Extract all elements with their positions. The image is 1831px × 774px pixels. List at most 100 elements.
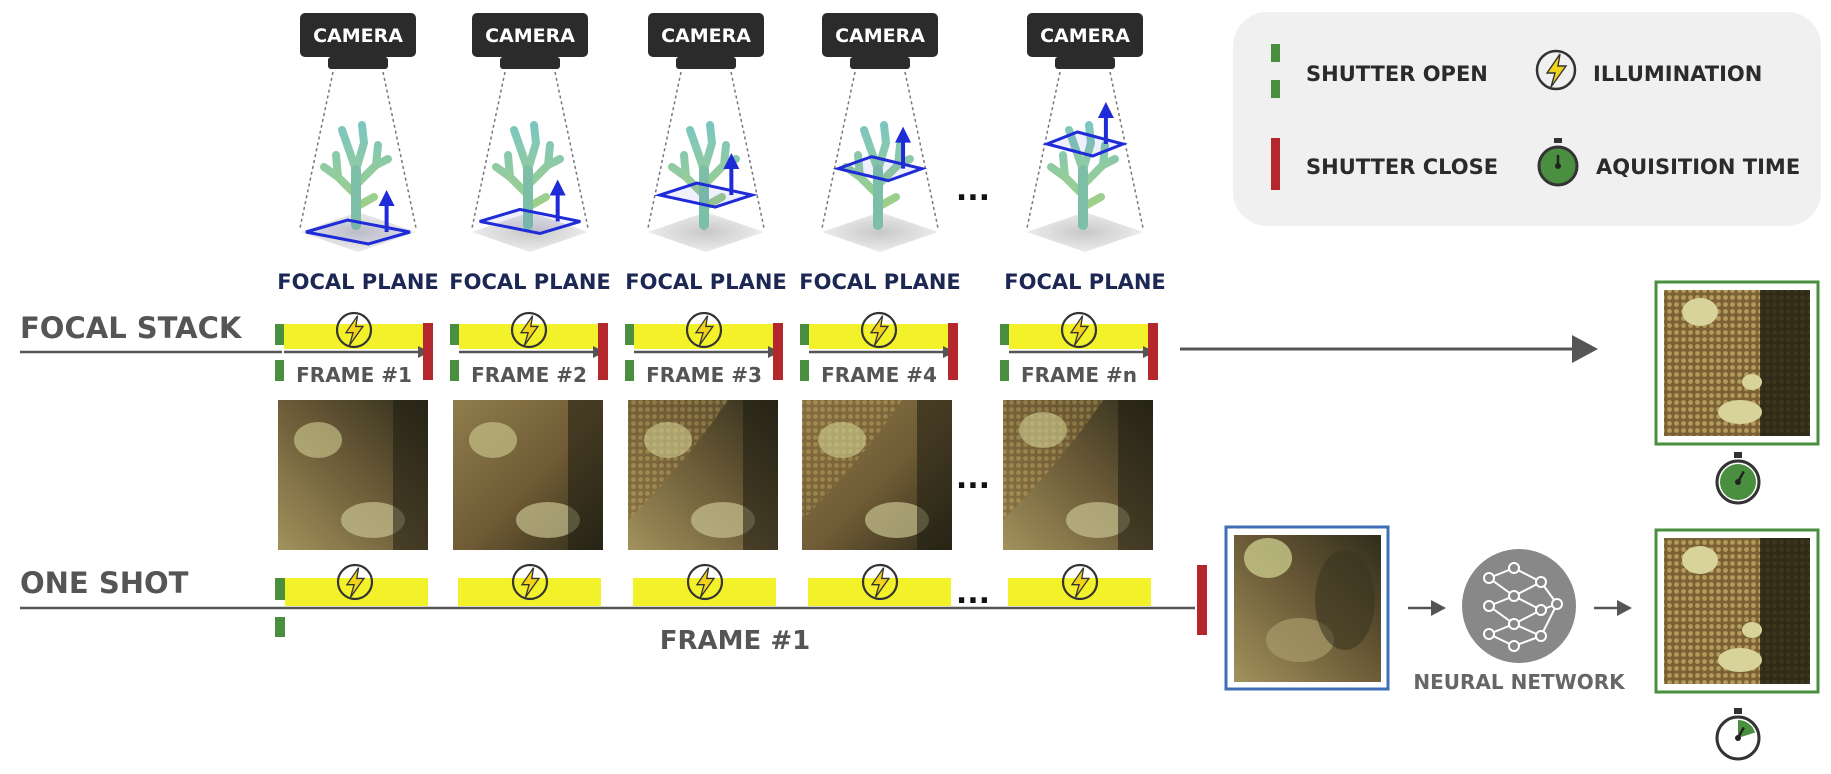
all-in-focus-result-image — [1654, 280, 1820, 446]
neural-network-icon — [1462, 549, 1576, 663]
shutter-open-marker — [275, 324, 284, 381]
to-network-arrowhead — [1431, 600, 1446, 616]
shutter-open-marker — [1000, 324, 1009, 381]
focal-stack-output-arrowhead — [1572, 335, 1598, 363]
field-of-view-right — [1109, 71, 1144, 229]
coral-specimen-icon — [668, 121, 740, 230]
focal-plane-marker — [1042, 102, 1128, 158]
captured-frame-image — [628, 400, 778, 550]
neural-network-label: NEURAL NETWORK — [1413, 670, 1626, 694]
captured-frame-image — [278, 400, 428, 550]
shutter-open-icon — [1271, 44, 1280, 98]
one-shot-shutter-close — [1197, 565, 1207, 635]
one-shot-frame-label: FRAME #1 — [660, 626, 810, 656]
illumination-icon — [685, 311, 723, 349]
from-network-arrowhead — [1617, 600, 1632, 616]
focal-stack-frame: FRAME #3 — [625, 311, 783, 387]
shutter-close-icon — [1271, 138, 1280, 190]
frame-label: FRAME #4 — [821, 363, 937, 387]
legend-illumination: ILLUMINATION — [1593, 62, 1762, 86]
coral-specimen-icon — [320, 121, 392, 230]
focal-plane-label: FOCAL PLANE — [625, 270, 787, 294]
field-of-view-left — [471, 71, 506, 229]
shutter-close-marker — [948, 323, 958, 380]
illumination-icon — [511, 563, 549, 601]
shutter-close-marker — [1148, 323, 1158, 380]
one-shot-shutter-open — [275, 578, 285, 637]
coral-specimen-icon — [1047, 121, 1119, 230]
focal-stack-frame: FRAME #4 — [800, 311, 958, 387]
one-shot-ellipsis: ... — [956, 576, 990, 611]
focal-stack-frame: FRAME #2 — [450, 311, 608, 387]
stopwatch-icon — [1537, 138, 1579, 187]
field-of-view-right — [554, 71, 589, 229]
illumination-icon — [336, 563, 374, 601]
focal-plane-marker — [832, 126, 928, 183]
camera-label: CAMERA — [485, 25, 575, 47]
result-images — [1654, 280, 1820, 694]
focal-plane-label: FOCAL PLANE — [799, 270, 961, 294]
illumination-icon — [1061, 563, 1099, 601]
focal-plane-marker — [479, 179, 581, 235]
camera-label: CAMERA — [661, 25, 751, 47]
focal-plane-marker — [654, 153, 758, 209]
illumination-icon — [861, 563, 899, 601]
field-of-view-right — [904, 71, 939, 229]
shutter-close-marker — [773, 323, 783, 380]
focal-stack-frame: FRAME #n — [1000, 311, 1158, 387]
camera-icon — [1027, 13, 1143, 69]
field-of-view-right — [382, 71, 417, 229]
captured-frame-image — [453, 400, 603, 550]
shutter-close-marker — [423, 323, 433, 380]
focal-plane-label: FOCAL PLANE — [449, 270, 611, 294]
one-shot-title: ONE SHOT — [20, 566, 189, 600]
one-shot-input-image — [1224, 525, 1390, 691]
one-shot-illumination-bars — [285, 563, 1151, 606]
shutter-open-marker — [800, 324, 809, 381]
frame-label: FRAME #n — [1021, 363, 1137, 387]
camera-unit: CAMERA FOCAL PLANE — [625, 13, 787, 294]
shutter-close-marker — [598, 323, 608, 380]
legend-shutter-open: SHUTTER OPEN — [1306, 62, 1488, 86]
focal-stack-timer-icon — [1715, 452, 1761, 505]
specimen-base — [822, 212, 938, 252]
camera-unit: CAMERA FOCAL PLANE — [277, 13, 439, 294]
camera-icon — [472, 13, 588, 69]
field-of-view-left — [821, 71, 856, 229]
focus-direction-arrow-icon — [1097, 102, 1114, 118]
focus-direction-arrow-icon — [378, 190, 395, 206]
camera-label: CAMERA — [835, 25, 925, 47]
coral-specimen-icon — [492, 121, 564, 230]
legend-acquisition-time: AQUISITION TIME — [1596, 155, 1800, 179]
focus-direction-arrow-icon — [723, 153, 740, 170]
illumination-icon — [1535, 49, 1577, 91]
camera-label: CAMERA — [1040, 25, 1130, 47]
frame-label: FRAME #2 — [471, 363, 587, 387]
field-of-view-left — [299, 71, 334, 229]
camera-icon — [648, 13, 764, 69]
field-of-view-left — [647, 71, 682, 229]
illumination-icon — [686, 563, 724, 601]
legend: SHUTTER OPEN ILLUMINATION SHUTTER CLOSE … — [1233, 12, 1821, 226]
illumination-icon — [510, 311, 548, 349]
camera-unit: CAMERA FOCAL PLANE — [799, 13, 961, 294]
field-of-view-right — [730, 71, 765, 229]
frame-label: FRAME #1 — [296, 363, 412, 387]
camera-unit: CAMERA FOCAL PLANE — [449, 13, 611, 294]
captured-frame-image — [1003, 400, 1153, 550]
illumination-icon — [335, 311, 373, 349]
focal-plane-label: FOCAL PLANE — [1004, 270, 1166, 294]
all-in-focus-result-image — [1654, 528, 1820, 694]
focal-stack-title: FOCAL STACK — [20, 311, 243, 345]
focal-plane-marker — [305, 190, 411, 246]
focal-stack-frames: FRAME #1 FRAME #2 FRAME #3 FRAME #4 FRAME #n — [275, 311, 1158, 387]
focal-stack-frame: FRAME #1 — [275, 311, 433, 387]
specimen-base — [648, 212, 764, 252]
focal-plane-label: FOCAL PLANE — [277, 270, 439, 294]
camera-label: CAMERA — [313, 25, 403, 47]
field-of-view-left — [1026, 71, 1061, 229]
image-ellipsis: ... — [956, 461, 990, 496]
captured-frame-image — [802, 400, 952, 550]
illumination-icon — [860, 311, 898, 349]
